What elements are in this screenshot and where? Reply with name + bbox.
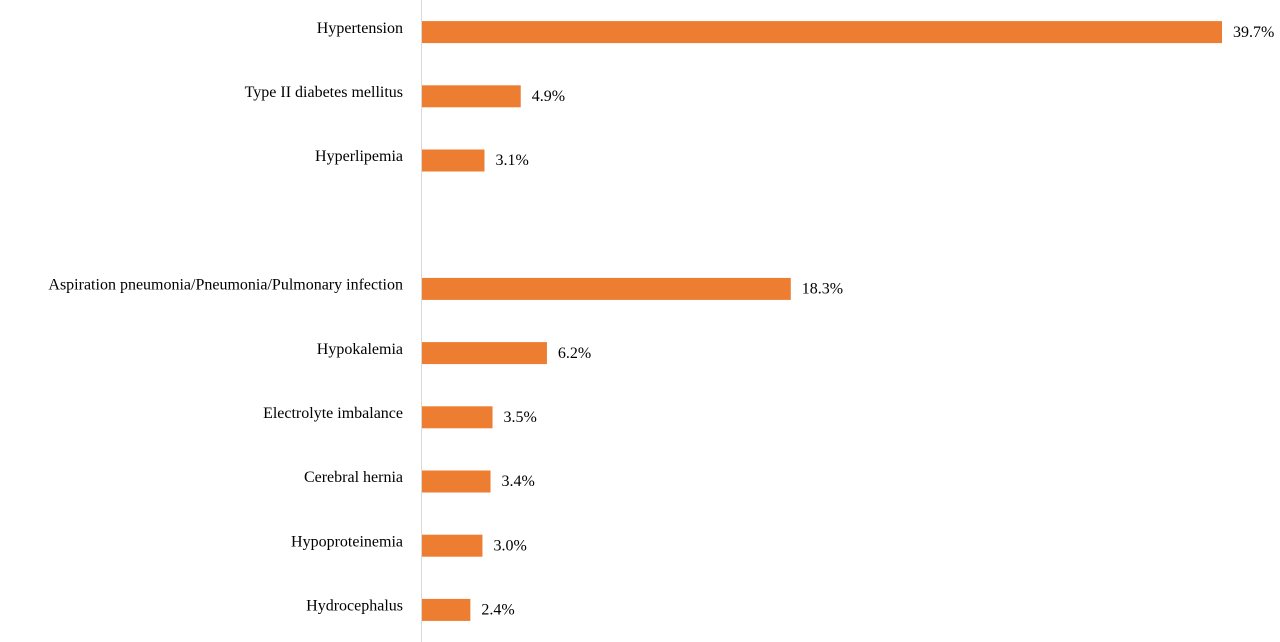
category-label: Hydrocephalus [306,598,403,615]
category-label: Electrolyte imbalance [263,405,403,422]
bar-value-label: 3.4% [502,473,535,490]
bar [422,21,1222,44]
bar [422,277,791,300]
category-label: Hypokalemia [317,341,403,358]
bar [422,534,483,557]
category-label: Hyperlipemia [315,148,403,165]
category-label: Aspiration pneumonia/Pneumonia/Pulmonary… [48,277,403,294]
bar-value-label: 3.5% [504,409,537,426]
bar-value-label: 18.3% [802,281,843,298]
value-labels: 39.7% 4.9% 3.1% 18.3% 6.2% 3.5% 3.4% 3.0% 2.4% [481,24,1274,619]
bar-value-label: 2.4% [481,602,514,619]
bar [422,470,491,493]
category-label: Cerebral hernia [304,469,403,486]
bar [422,598,471,621]
category-labels: Hypertension Type II diabetes mellitus Hyp… [48,20,403,615]
bar-value-label: 3.0% [493,537,526,554]
bar-value-label: 4.9% [532,88,565,105]
bar-value-label: 39.7% [1233,24,1274,41]
category-label: Hypoproteinemia [291,533,403,550]
category-label: Type II diabetes mellitus [245,84,403,101]
bar [422,406,493,429]
bar-value-label: 3.1% [495,152,528,169]
bars [422,21,1222,621]
bar-value-label: 6.2% [558,345,591,362]
bar [422,85,521,108]
bar [422,342,547,365]
bar [422,149,485,172]
category-label: Hypertension [317,20,403,37]
